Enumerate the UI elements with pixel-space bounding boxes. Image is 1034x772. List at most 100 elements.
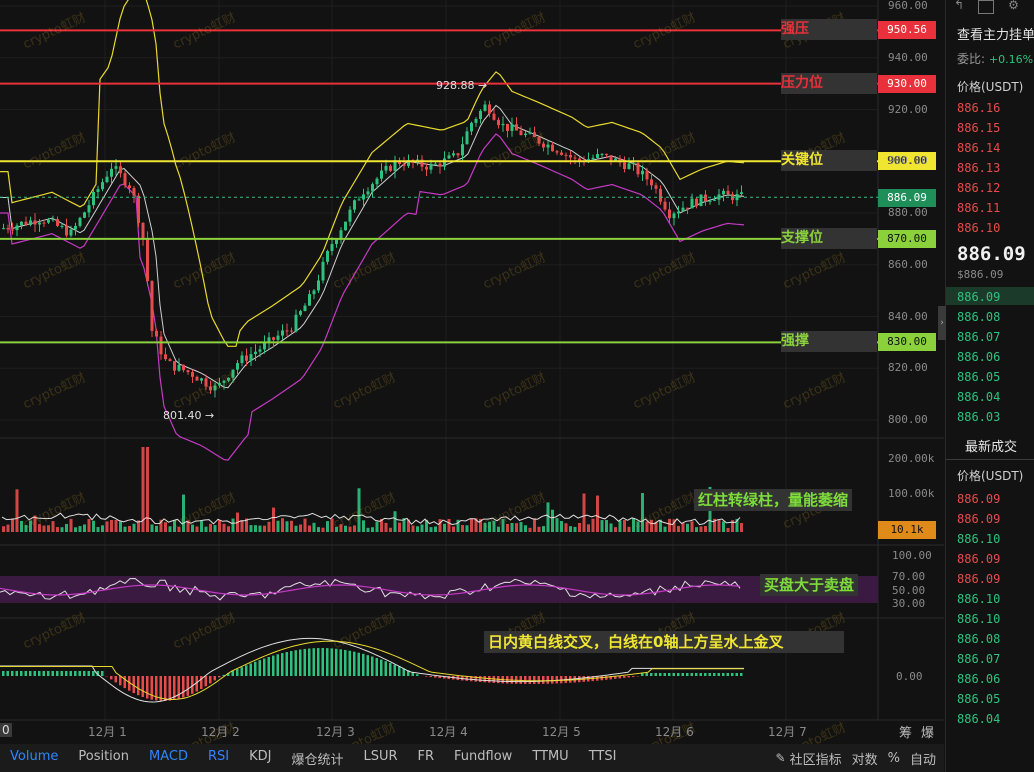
candle [488,100,491,118]
settings-icon[interactable]: ⚙ [1008,0,1019,12]
volume-bar [740,523,743,532]
volume-bar [641,493,644,532]
bid-row[interactable]: 886.04 [957,390,1001,404]
candle [380,163,383,182]
bid-row[interactable]: 886.05 [957,370,1001,384]
volume-bar [515,523,518,532]
burst-button[interactable]: 爆 [921,726,935,741]
tab-ttmu[interactable]: TTMU [532,748,569,764]
collapse-panel-icon[interactable]: › [938,306,946,340]
macd-bar [227,672,230,676]
percent-toggle[interactable]: % [887,750,900,766]
tab-lsur[interactable]: LSUR [363,748,398,764]
chips-button[interactable]: 筹 [899,726,913,741]
candle [672,211,676,226]
candle [681,201,685,213]
macd-bar [357,652,360,676]
macd-bar [659,673,662,676]
candle [357,196,361,201]
macd-bar [330,648,333,676]
macd-bar [663,673,666,676]
ask-row[interactable]: 886.10 [957,221,1001,235]
macd-bar [308,648,311,676]
volume-bar [600,520,604,532]
ask-row[interactable]: 886.15 [957,121,1001,135]
macd-bar [186,676,189,696]
price-chart[interactable] [0,0,944,744]
macd-bar [672,673,675,676]
candle [533,126,536,138]
chart-canvas[interactable] [0,0,944,744]
volume-bar [326,521,329,532]
macd-bar [393,664,396,676]
ask-row[interactable]: 886.13 [957,161,1001,175]
auto-toggle[interactable]: 自动 [909,752,936,768]
tab-ttsi[interactable]: TTSI [588,748,617,764]
mid-price-usd: $886.09 [957,268,1004,281]
volume-bar [474,518,478,532]
volume-bar [560,520,563,532]
candle [645,167,649,186]
candle [182,364,185,373]
macd-bar [704,673,707,676]
volume-bar [128,525,131,532]
trades-title[interactable]: 最新成交 [965,440,1018,455]
community-indicator-button[interactable]: ✎ 社区指标 [775,751,842,768]
trade-row: 886.09 [957,572,1001,586]
bid-row[interactable]: 886.03 [957,410,1001,424]
time-tick: 12月 1 [88,725,127,739]
tab-rsi[interactable]: RSI [207,748,230,764]
volume-bar [263,525,266,532]
candle [74,222,77,236]
ask-row[interactable]: 886.16 [957,101,1001,115]
macd-bar [416,674,419,676]
volume-bar [123,526,127,532]
macd-bar [726,673,729,676]
tab-volume[interactable]: Volume [10,748,59,764]
tab-fr[interactable]: FR [417,748,435,764]
ask-row[interactable]: 886.14 [957,141,1001,155]
candle [317,274,320,293]
bid-row[interactable]: 886.06 [957,350,1001,364]
bid-row[interactable]: 886.09 [957,290,1001,304]
candle [299,309,302,317]
trade-row: 886.09 [957,552,1001,566]
tab-kdj[interactable]: KDJ [249,748,272,764]
ratio-value: +0.16% [988,53,1034,66]
tab-position[interactable]: Position [78,748,129,764]
candle [191,369,194,383]
tab-爆仓统计[interactable]: 爆仓统计 [291,752,344,768]
log-scale-toggle[interactable]: 对数 [851,752,878,768]
level-label: 强撑 [781,331,877,353]
volume-badge: 10.1k [878,521,936,539]
ask-row[interactable]: 886.11 [957,201,1001,215]
bid-row[interactable]: 886.08 [957,310,1001,324]
tab-macd[interactable]: MACD [148,748,188,764]
candle [668,201,671,223]
copy-icon[interactable] [978,0,995,14]
macd-bar [645,673,648,676]
price-tick: 820.00 [888,361,928,375]
candle [339,227,343,244]
candle [708,198,712,205]
volume-bar [492,520,496,532]
macd-tick: 0.00 [896,670,923,683]
ask-row[interactable]: 886.12 [957,181,1001,195]
volume-bar [672,519,676,532]
candle [222,380,226,390]
macd-bar [398,666,401,676]
volume-bar [272,507,275,532]
view-main-orders[interactable]: 查看主力挂单 [957,28,1034,43]
tab-fundflow[interactable]: Fundflow [454,748,513,764]
volume-bar [137,520,140,532]
volume-bar [213,525,217,532]
volume-bar [141,447,145,532]
macd-bar [236,669,239,676]
undo-icon[interactable]: ↰ [954,0,965,12]
candle [371,182,374,198]
candle [128,182,131,194]
candle [659,185,662,205]
macd-bar [56,671,59,676]
bid-row[interactable]: 886.07 [957,330,1001,344]
volume-bar [339,524,343,532]
